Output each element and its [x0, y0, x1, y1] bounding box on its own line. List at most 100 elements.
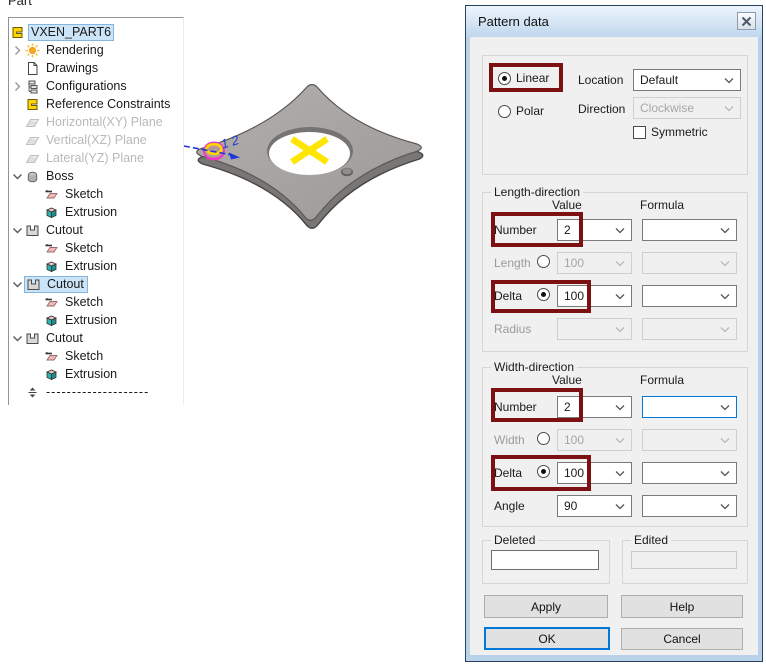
chevron-down-icon — [720, 470, 730, 476]
tree-item-cutout-1[interactable]: Cutout — [9, 221, 183, 239]
tree-item-extrusion[interactable]: Extrusion — [9, 311, 183, 329]
apply-button[interactable]: Apply — [484, 595, 608, 618]
length-radius-value-combo[interactable] — [557, 318, 632, 340]
width-angle-label: Angle — [494, 499, 525, 513]
tree-item-label: Cutout — [47, 276, 84, 291]
tree-item-boss[interactable]: Boss — [9, 167, 183, 185]
tree-item-sketch[interactable]: Sketch — [9, 239, 183, 257]
tree-item-label: Sketch — [65, 294, 104, 309]
tree-item-drawings[interactable]: Drawings — [9, 59, 183, 77]
width-width-value-combo[interactable]: 100 — [557, 429, 632, 451]
width-delta-formula-combo[interactable] — [642, 462, 737, 484]
chevron-down-icon — [615, 404, 625, 410]
tree-item-horizontal-plane[interactable]: Horizontal(XY) Plane — [9, 113, 183, 131]
tree-item-label: Cutout — [46, 222, 83, 237]
tree-item-label: Extrusion — [65, 366, 118, 381]
close-button[interactable] — [737, 12, 756, 30]
pattern-type-group: Linear Polar Location Default Direction … — [482, 55, 748, 175]
chevron-down-icon[interactable] — [10, 223, 25, 238]
chevron-right-icon[interactable] — [10, 79, 25, 94]
chevron-down-icon — [615, 503, 625, 509]
polar-radio-label: Polar — [516, 104, 545, 118]
sketch-icon — [44, 243, 58, 253]
help-button[interactable]: Help — [621, 595, 743, 618]
feature-tree-panel: VXEN_PART6 Rendering Drawings Configurat… — [8, 17, 184, 405]
chevron-down-icon — [615, 293, 625, 299]
chevron-down-icon — [724, 105, 734, 111]
tree-item-configurations[interactable]: Configurations — [9, 77, 183, 95]
rollback-dashes: -------------------- — [46, 384, 150, 399]
tree-item-sketch[interactable]: Sketch — [9, 347, 183, 365]
linear-radio[interactable] — [498, 72, 511, 85]
tree-item-vertical-plane[interactable]: Vertical(XZ) Plane — [9, 131, 183, 149]
width-direction-group: Width-direction Value Formula Number 2 W… — [482, 360, 748, 527]
cutout-icon — [26, 333, 39, 344]
tree-item-part-root[interactable]: VXEN_PART6 — [9, 23, 183, 41]
width-delta-label: Delta — [494, 466, 523, 480]
chevron-down-icon — [724, 77, 734, 83]
deleted-label: Deleted — [491, 533, 539, 547]
length-delta-value-combo[interactable]: 100 — [557, 285, 632, 307]
length-length-value-combo[interactable]: 100 — [557, 252, 632, 274]
width-number-formula-combo[interactable] — [642, 396, 737, 418]
part-icon — [12, 26, 23, 38]
tree-item-extrusion[interactable]: Extrusion — [9, 203, 183, 221]
tree-item-lateral-plane[interactable]: Lateral(YZ) Plane — [9, 149, 183, 167]
width-angle-formula-combo[interactable] — [642, 495, 737, 517]
tree-item-label: Horizontal(XY) Plane — [46, 114, 163, 129]
tree-item-extrusion[interactable]: Extrusion — [9, 257, 183, 275]
length-length-label: Length — [494, 256, 531, 270]
dialog-body: Linear Polar Location Default Direction … — [470, 37, 758, 655]
small-hole[interactable] — [341, 167, 353, 177]
config-icon — [28, 80, 38, 93]
width-delta-radio[interactable] — [537, 465, 550, 478]
length-length-radio[interactable] — [537, 255, 550, 268]
length-direction-title: Length-direction — [491, 185, 584, 199]
tree-item-label: Extrusion — [65, 204, 118, 219]
width-angle-value-combo[interactable]: 90 — [557, 495, 632, 517]
width-width-radio[interactable] — [537, 432, 550, 445]
tree-item-cutout-2-selected[interactable]: Cutout — [9, 275, 183, 293]
width-number-label: Number — [494, 400, 537, 414]
symmetric-checkbox[interactable] — [633, 126, 646, 139]
tree-item-sketch[interactable]: Sketch — [9, 293, 183, 311]
location-combo[interactable]: Default — [633, 69, 741, 91]
tree-item-cutout-3[interactable]: Cutout — [9, 329, 183, 347]
length-radius-formula-combo[interactable] — [642, 318, 737, 340]
chevron-down-icon[interactable] — [10, 277, 25, 292]
formula-header: Formula — [640, 198, 685, 212]
ok-button[interactable]: OK — [484, 627, 610, 650]
tree-item-extrusion[interactable]: Extrusion — [9, 365, 183, 383]
chevron-down-icon[interactable] — [10, 331, 25, 346]
chevron-down-icon[interactable] — [10, 169, 25, 184]
chevron-right-icon[interactable] — [10, 43, 25, 58]
width-width-formula-combo[interactable] — [642, 429, 737, 451]
deleted-field[interactable] — [491, 550, 599, 570]
direction-value: Clockwise — [640, 101, 695, 115]
tree-item-sketch[interactable]: Sketch — [9, 185, 183, 203]
help-button-label: Help — [669, 599, 695, 614]
width-delta-value-combo[interactable]: 100 — [557, 462, 632, 484]
direction-combo[interactable]: Clockwise — [633, 97, 741, 119]
tree-item-rendering[interactable]: Rendering — [9, 41, 183, 59]
length-number-value-combo[interactable]: 2 — [557, 219, 632, 241]
tree-item-reference-constraints[interactable]: Reference Constraints — [9, 95, 183, 113]
length-number-formula-combo[interactable] — [642, 219, 737, 241]
width-direction-title: Width-direction — [491, 360, 578, 374]
extrusion-icon — [46, 207, 57, 218]
model-viewport[interactable]: 1 2 — [178, 58, 470, 283]
width-number-value-combo[interactable]: 2 — [557, 396, 632, 418]
dialog-titlebar[interactable]: Pattern data — [466, 6, 762, 37]
extrusion-icon — [46, 369, 57, 380]
length-length-formula-combo[interactable] — [642, 252, 737, 274]
dimension-label: 1 2 — [219, 132, 241, 152]
cancel-button[interactable]: Cancel — [621, 628, 743, 650]
length-length-value: 100 — [564, 256, 585, 270]
polar-radio[interactable] — [498, 105, 511, 118]
length-delta-formula-combo[interactable] — [642, 285, 737, 307]
chevron-down-icon — [615, 470, 625, 476]
tree-item-label: Cutout — [46, 330, 83, 345]
chevron-down-icon — [720, 227, 730, 233]
tree-rollback-bar[interactable]: -------------------- — [9, 383, 183, 401]
length-delta-radio[interactable] — [537, 288, 550, 301]
